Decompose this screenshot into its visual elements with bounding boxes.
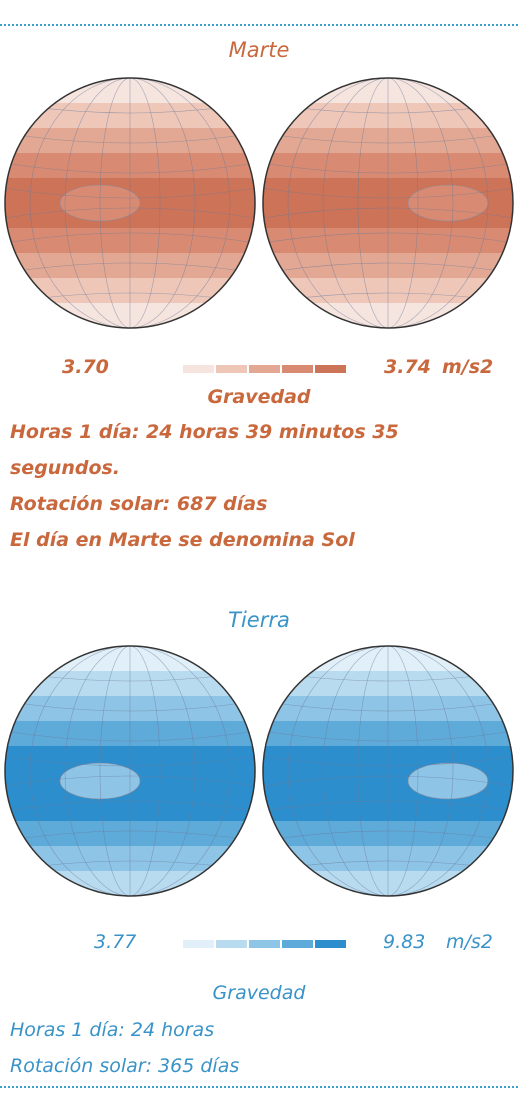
globe-outline bbox=[262, 77, 514, 329]
legend-min: 3.77 bbox=[94, 931, 137, 953]
globe-patch bbox=[407, 762, 489, 800]
legend-swatch bbox=[183, 940, 214, 948]
divider bbox=[0, 1086, 518, 1088]
legend-max: 3.74 bbox=[384, 356, 431, 378]
grid-lon bbox=[99, 646, 161, 896]
legend-swatch bbox=[282, 365, 313, 373]
legend-swatch bbox=[249, 365, 280, 373]
legend-swatch bbox=[315, 940, 346, 948]
legend-swatch bbox=[249, 940, 280, 948]
grid-lon bbox=[64, 646, 196, 896]
legend-swatch bbox=[216, 940, 247, 948]
globe-patch bbox=[407, 184, 489, 222]
globe bbox=[5, 646, 255, 896]
grid-lon bbox=[357, 78, 419, 328]
info-line: Rotación solar: 687 días bbox=[10, 493, 268, 515]
legend-min: 3.70 bbox=[62, 356, 109, 378]
grid-lon bbox=[64, 78, 196, 328]
info-line: Horas 1 día: 24 horas bbox=[10, 1019, 215, 1041]
grid-lon bbox=[357, 646, 419, 896]
divider bbox=[0, 24, 518, 26]
legend-swatch bbox=[216, 365, 247, 373]
globes bbox=[4, 645, 514, 897]
legend-scale bbox=[183, 940, 346, 948]
grid-lon bbox=[322, 78, 454, 328]
grid-lon bbox=[99, 78, 161, 328]
section-title: Marte bbox=[228, 38, 290, 62]
globe-outline bbox=[262, 645, 514, 897]
info-line: Rotación solar: 365 días bbox=[10, 1055, 240, 1077]
grid-lon bbox=[322, 646, 454, 896]
legend-swatch bbox=[282, 940, 313, 948]
legend-unit: m/s2 bbox=[446, 931, 493, 953]
grid-lon bbox=[29, 78, 231, 328]
legend-scale bbox=[183, 365, 346, 373]
globes bbox=[4, 77, 514, 329]
legend-label: Gravedad bbox=[212, 982, 306, 1004]
grid-lon bbox=[29, 646, 231, 896]
legend-swatch bbox=[315, 365, 346, 373]
info-line: Horas 1 día: 24 horas 39 minutos 35 segu… bbox=[10, 421, 399, 479]
globe-outline bbox=[4, 645, 256, 897]
globe-outline bbox=[4, 77, 256, 329]
grid-lon bbox=[287, 78, 489, 328]
legend-max: 9.83 bbox=[383, 931, 426, 953]
legend-unit: m/s2 bbox=[442, 356, 494, 378]
grid-lon bbox=[287, 646, 489, 896]
legend-swatch bbox=[183, 365, 214, 373]
legend-label: Gravedad bbox=[207, 386, 311, 408]
section-title: Tierra bbox=[228, 608, 290, 632]
info-line: El día en Marte se denomina Sol bbox=[10, 529, 355, 551]
